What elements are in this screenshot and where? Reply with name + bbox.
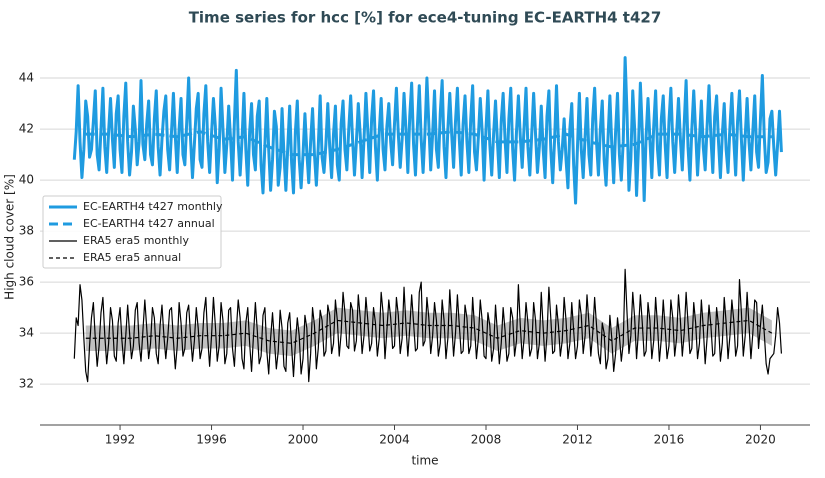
y-tick-label: 38 — [19, 224, 34, 238]
x-tick-label: 1992 — [105, 433, 136, 447]
y-tick-label: 32 — [19, 377, 34, 391]
legend-box — [42, 195, 222, 269]
y-axis-label: High cloud cover [%] — [3, 174, 17, 300]
series-line — [85, 130, 772, 157]
y-tick-label: 44 — [19, 71, 34, 85]
y-tick-label: 36 — [19, 275, 34, 289]
legend-label: EC-EARTH4 t427 monthly — [83, 200, 223, 213]
y-tick-label: 34 — [19, 326, 34, 340]
series-line — [72, 56, 783, 205]
x-tick-label: 2000 — [288, 433, 319, 447]
series-line — [73, 268, 783, 383]
x-tick-label: 2012 — [562, 433, 593, 447]
x-tick-label: 2020 — [745, 433, 776, 447]
x-axis-label: time — [411, 454, 438, 468]
series-line — [85, 319, 773, 344]
y-tick-label: 42 — [19, 122, 34, 136]
x-tick-label: 2004 — [379, 433, 410, 447]
x-tick-label: 2016 — [654, 433, 685, 447]
legend: EC-EARTH4 t427 monthly EC-EARTH4 t427 ann… — [42, 195, 223, 269]
legend-label: ERA5 era5 annual — [83, 251, 181, 264]
chart-title: Time series for hcc [%] for ece4-tuning … — [189, 9, 662, 27]
x-tick-label: 2008 — [471, 433, 502, 447]
x-tick-label: 1996 — [196, 433, 227, 447]
band — [85, 307, 772, 357]
legend-label: ERA5 era5 monthly — [83, 234, 189, 247]
y-tick-label: 40 — [19, 173, 34, 187]
legend-label: EC-EARTH4 t427 annual — [83, 217, 215, 230]
